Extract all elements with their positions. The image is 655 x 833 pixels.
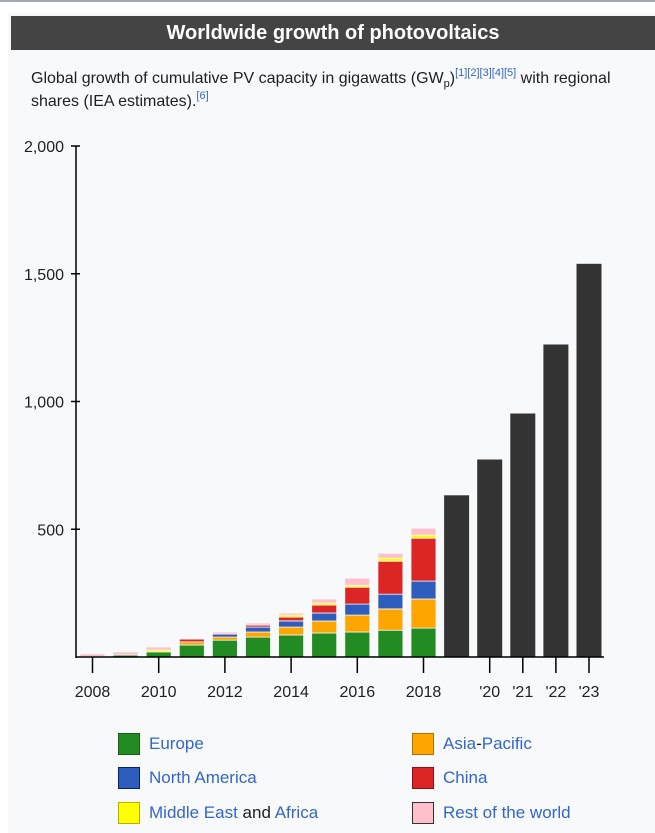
stacked-bar-chart: 500 1,000 1,500 2,000 2008 2010 2012 2014 2016 20… [24,139,604,701]
bar-segment-2017-asia-pacific [377,608,404,631]
bar-segment-2016-china [344,586,371,605]
bar-segment-2020-world-total-no-regional-breakdown- [477,459,503,657]
bar-segment-2018-asia-pacific [410,598,437,629]
x-tick-label-2012: 2012 [207,684,243,701]
x-tick-label-2018: 2018 [406,684,442,701]
bar-segment-2010-europe [145,651,172,658]
bar-segment-2015-europe [311,632,338,658]
bar-segment-2017-china [377,560,404,595]
bar-segment-2016-north-america [344,603,371,616]
legend-label: North America [149,768,257,788]
bar-segment-2013-rest-of-the-world [245,622,271,626]
legend-swatch-europe [118,733,140,755]
bar-segment-2016-asia-pacific [344,614,371,633]
bar-segment-2014-asia-pacific [278,626,305,636]
bar-segment-2013-europe [245,636,271,658]
legend-link-asia-pacific-part2[interactable]: Pacific [481,734,532,753]
bar-segment-2008-rest-of-the-world [79,653,106,657]
caption-text: Global growth of cumulative PV capacity … [31,70,444,87]
chart-title: Worldwide growth of photovoltaics [11,16,655,50]
legend-swatch-china [412,767,434,789]
bar-segment-2012-europe [211,639,238,658]
legend-separator: and [237,803,275,822]
y-tick-label-2000: 2,000 [24,139,64,156]
x-tick-label-2023: '23 [579,684,600,701]
top-border [0,0,655,2]
x-tick-label-2020: '20 [479,684,500,701]
legend-label: Rest of the world [443,803,571,823]
bar-segment-2009-rest-of-the-world [112,651,139,656]
bar-segment-2014-china [278,616,305,622]
legend-swatch-rest-of-world [412,802,434,824]
legend-separator: - [476,734,482,753]
bar-segment-2018-rest-of-the-world [410,527,437,536]
chart-caption: Global growth of cumulative PV capacity … [31,67,651,113]
y-tick-label-500: 500 [37,522,64,539]
bar-segment-2017-europe [377,629,404,658]
x-tick-label-2008: 2008 [75,684,111,701]
legend-label: China [443,768,487,788]
y-tick-label-1000: 1,000 [24,395,64,412]
bar-segment-2022-world-total-no-regional-breakdown- [543,344,569,657]
legend-label: Middle East and Africa [149,803,318,823]
bar-segment-2016-europe [344,631,371,658]
bar-segment-2019-world-total-no-regional-breakdown- [444,495,470,657]
x-tick-label-2021: '21 [512,684,533,701]
caption-subscript: p [443,78,450,90]
legend-swatch-north-america [118,767,140,789]
reference-link-6[interactable]: [6] [196,90,209,102]
bar-segment-2013-asia-pacific [245,631,271,638]
bar-segment-2015-asia-pacific [311,620,338,634]
bar-segment-2015-rest-of-the-world [311,598,338,604]
reference-links-1-5[interactable]: [1][2][3][4][5] [455,67,517,79]
x-tick-label-2016: 2016 [340,684,376,701]
bar-segment-2017-rest-of-the-world [377,552,404,559]
bar-segment-2010-rest-of-the-world [145,646,172,651]
bar-segment-2018-middle-east-and-africa [410,534,437,539]
bar-segment-2017-north-america [377,593,404,610]
legend-link-asia-pacific-part1[interactable]: Asia [443,734,477,753]
legend-swatch-middle-east-africa [118,802,140,824]
bar-segment-2014-rest-of-the-world [278,612,305,616]
legend-swatch-asia-pacific [412,733,434,755]
legend-link-middle-east-africa-part2[interactable]: Africa [274,803,319,822]
bar-segment-2013-north-america [245,626,271,633]
bar-segment-2016-rest-of-the-world [344,577,371,586]
bar-segment-2018-china [410,537,437,582]
bar-segment-2012-asia-pacific [211,636,238,641]
bar-segment-2015-china [311,604,338,614]
legend-link-middle-east-africa-part1[interactable]: Middle East [149,803,238,822]
x-tick-label-2022: '22 [545,684,566,701]
bar-segment-2012-north-america [211,633,238,638]
legend-link-north-america[interactable]: North America [149,768,257,787]
bar-segment-2012-rest-of-the-world [211,631,238,635]
bar-segment-2018-europe [410,627,437,658]
legend-link-europe[interactable]: Europe [149,734,204,753]
x-tick-label-2010: 2010 [141,684,177,701]
bar-segment-2023-world-total-no-regional-breakdown- [576,263,602,657]
bar-segment-2011-europe [178,644,205,658]
y-tick-label-1500: 1,500 [24,267,64,284]
bar-segment-2021-world-total-no-regional-breakdown- [510,413,536,657]
bar-segment-2014-north-america [278,620,305,628]
legend-label: Asia-Pacific [443,734,532,754]
legend-label: Europe [149,734,204,754]
legend-link-china[interactable]: China [443,768,488,787]
bar-segment-2011-asia-pacific [178,641,205,646]
bar-segment-2015-north-america [311,612,338,622]
bar-segment-2011-china [178,638,205,643]
bar-segment-2014-europe [278,634,305,658]
caption-text-after: with regional shares (IEA estimates). [31,70,611,110]
x-tick-label-2014: 2014 [273,684,309,701]
legend-link-rest-of-world[interactable]: Rest of the world [443,803,571,822]
bar-segment-2018-north-america [410,580,437,600]
caption-close-paren: ) [449,70,456,87]
